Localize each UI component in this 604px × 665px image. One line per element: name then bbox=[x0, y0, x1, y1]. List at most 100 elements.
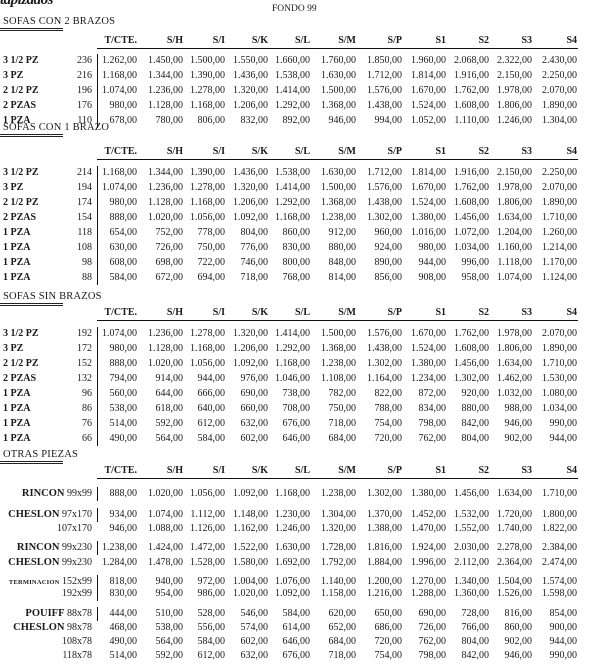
row-label: 2 1/2 PZ bbox=[3, 85, 39, 96]
price-cell: 776,00 bbox=[240, 242, 269, 253]
column-header: S1 bbox=[435, 465, 446, 476]
price-cell: 1.092,00 bbox=[233, 488, 268, 499]
price-cell: 1.304,00 bbox=[542, 115, 577, 126]
price-cell: 754,00 bbox=[374, 418, 403, 429]
price-cell: 2.278,00 bbox=[497, 542, 532, 553]
price-cell: 1.302,00 bbox=[454, 373, 489, 384]
price-cell: 1.800,00 bbox=[542, 509, 577, 520]
price-cell: 1.890,00 bbox=[542, 100, 577, 111]
piece-size: 118x78 bbox=[62, 650, 92, 661]
price-cell: 1.822,00 bbox=[542, 523, 577, 534]
price-cell: 892,00 bbox=[282, 115, 311, 126]
price-cell: 914,00 bbox=[155, 373, 184, 384]
price-cell: 2.112,00 bbox=[454, 557, 489, 568]
price-cell: 666,00 bbox=[197, 388, 226, 399]
price-cell: 1.538,00 bbox=[275, 167, 310, 178]
row-label: 1 PZA bbox=[3, 227, 31, 238]
price-cell: 1.164,00 bbox=[367, 373, 402, 384]
price-cell: 1.380,00 bbox=[411, 358, 446, 369]
row-label: 192x99 bbox=[0, 588, 92, 600]
piece-size: 88x78 bbox=[67, 608, 92, 619]
column-header: S2 bbox=[478, 35, 489, 46]
column-header: S4 bbox=[566, 307, 577, 318]
row-label: 3 1/2 PZ bbox=[3, 167, 39, 178]
price-cell: 1.076,00 bbox=[275, 576, 310, 587]
price-cell: 1.670,00 bbox=[411, 328, 446, 339]
price-cell: 1.424,00 bbox=[148, 542, 183, 553]
price-cell: 602,00 bbox=[240, 636, 269, 647]
price-cell: 908,00 bbox=[418, 272, 447, 283]
price-cell: 592,00 bbox=[155, 650, 184, 661]
price-cell: 684,00 bbox=[328, 636, 357, 647]
price-cell: 832,00 bbox=[240, 115, 269, 126]
price-cell: 946,00 bbox=[109, 523, 138, 534]
price-cell: 1.740,00 bbox=[497, 523, 532, 534]
price-cell: 1.074,00 bbox=[148, 509, 183, 520]
price-cell: 514,00 bbox=[109, 418, 138, 429]
price-cell: 720,00 bbox=[374, 636, 403, 647]
price-cell: 854,00 bbox=[549, 608, 578, 619]
column-header: S4 bbox=[566, 35, 577, 46]
price-cell: 1.552,00 bbox=[454, 523, 489, 534]
vertical-divider bbox=[97, 607, 98, 621]
price-cell: 972,00 bbox=[197, 576, 226, 587]
price-cell: 842,00 bbox=[461, 650, 490, 661]
price-cell: 1.284,00 bbox=[102, 557, 137, 568]
price-cell: 1.522,00 bbox=[233, 542, 268, 553]
price-cell: 920,00 bbox=[461, 388, 490, 399]
price-cell: 644,00 bbox=[155, 388, 184, 399]
price-cell: 1.292,00 bbox=[275, 197, 310, 208]
price-cell: 794,00 bbox=[109, 373, 138, 384]
price-cell: 2.068,00 bbox=[454, 55, 489, 66]
price-cell: 630,00 bbox=[109, 242, 138, 253]
row-label: 1 PZA bbox=[3, 257, 31, 268]
price-cell: 1.072,00 bbox=[454, 227, 489, 238]
row-code: 132 bbox=[77, 373, 92, 384]
price-cell: 690,00 bbox=[240, 388, 269, 399]
price-cell: 1.320,00 bbox=[233, 328, 268, 339]
price-cell: 444,00 bbox=[109, 608, 138, 619]
price-cell: 1.206,00 bbox=[233, 343, 268, 354]
price-cell: 1.020,00 bbox=[148, 488, 183, 499]
section-title: SOFAS SIN BRAZOS bbox=[3, 291, 102, 302]
column-header: S/H bbox=[166, 307, 183, 318]
price-cell: 2.322,00 bbox=[497, 55, 532, 66]
price-cell: 1.500,00 bbox=[190, 55, 225, 66]
price-cell: 1.238,00 bbox=[102, 542, 137, 553]
price-cell: 686,00 bbox=[374, 622, 403, 633]
price-cell: 890,00 bbox=[374, 257, 403, 268]
price-cell: 574,00 bbox=[240, 622, 269, 633]
price-cell: 1.414,00 bbox=[275, 182, 310, 193]
price-cell: 2.250,00 bbox=[542, 70, 577, 81]
price-cell: 1.634,00 bbox=[497, 358, 532, 369]
price-cell: 2.430,00 bbox=[542, 55, 577, 66]
price-cell: 1.140,00 bbox=[321, 576, 356, 587]
price-cell: 912,00 bbox=[328, 227, 357, 238]
price-cell: 1.168,00 bbox=[275, 212, 310, 223]
column-header: S/L bbox=[294, 35, 310, 46]
price-cell: 1.158,00 bbox=[321, 588, 356, 599]
price-cell: 1.670,00 bbox=[411, 182, 446, 193]
price-cell: 1.236,00 bbox=[148, 182, 183, 193]
price-cell: 584,00 bbox=[282, 608, 311, 619]
row-code: 96 bbox=[82, 388, 92, 399]
price-cell: 954,00 bbox=[155, 588, 184, 599]
price-cell: 1.634,00 bbox=[497, 488, 532, 499]
price-cell: 510,00 bbox=[155, 608, 184, 619]
price-cell: 556,00 bbox=[197, 622, 226, 633]
price-cell: 2.384,00 bbox=[542, 542, 577, 553]
price-cell: 1.580,00 bbox=[233, 557, 268, 568]
price-cell: 1.230,00 bbox=[275, 509, 310, 520]
price-cell: 1.478,00 bbox=[148, 557, 183, 568]
price-cell: 1.034,00 bbox=[454, 242, 489, 253]
row-label: 2 1/2 PZ bbox=[3, 197, 39, 208]
piece-name: RINCON bbox=[21, 488, 65, 499]
price-cell: 1.126,00 bbox=[190, 523, 225, 534]
price-cell: 944,00 bbox=[549, 433, 578, 444]
row-code: 154 bbox=[77, 212, 92, 223]
vertical-divider bbox=[97, 487, 98, 501]
price-cell: 872,00 bbox=[418, 388, 447, 399]
price-cell: 2.070,00 bbox=[542, 182, 577, 193]
column-header: S/L bbox=[294, 307, 310, 318]
price-cell: 1.916,00 bbox=[454, 70, 489, 81]
